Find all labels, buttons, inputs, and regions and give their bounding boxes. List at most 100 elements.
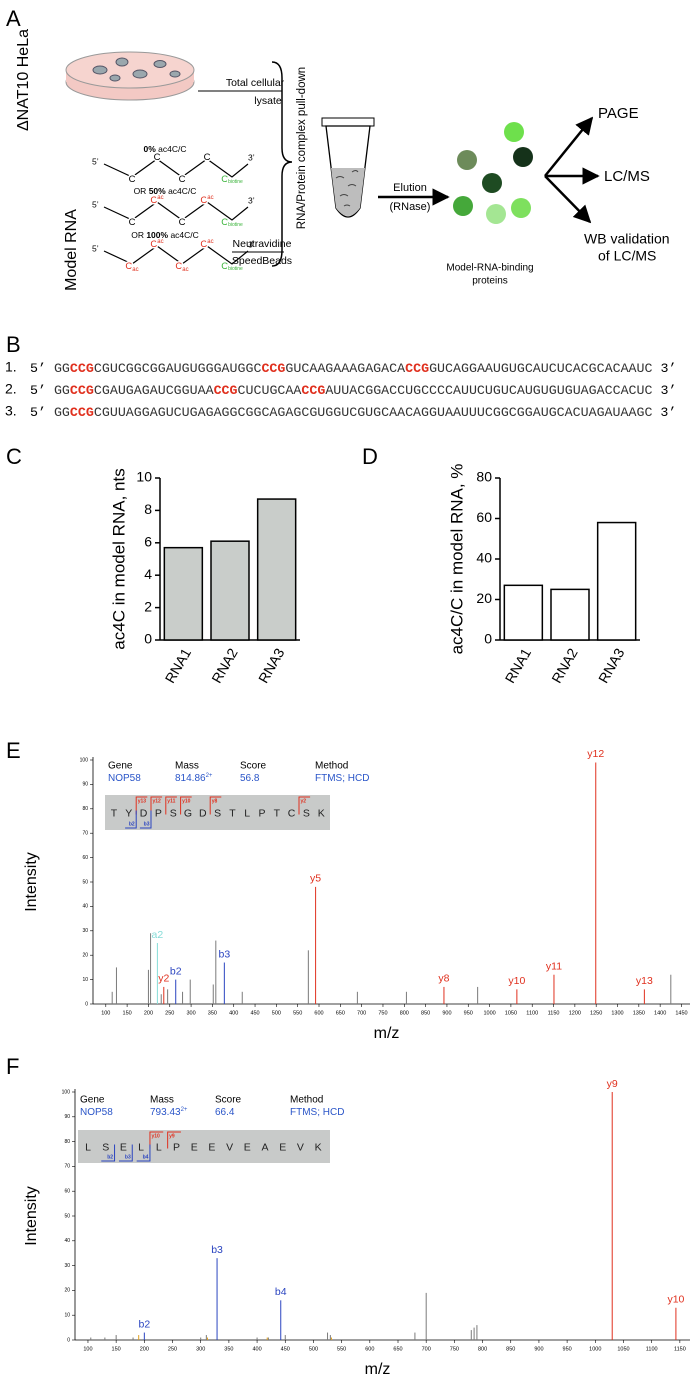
three-prime: 3’	[248, 152, 255, 162]
base: C	[221, 261, 228, 272]
panel-label: C	[6, 444, 22, 469]
output-label: LC/MS	[604, 168, 650, 185]
biotin: biotine	[228, 266, 243, 272]
info-header: Method	[290, 1095, 323, 1106]
residue: E	[244, 1141, 251, 1153]
y-tick-label: 90	[82, 782, 88, 788]
nucleotide: Cac	[125, 261, 138, 273]
option-prefix: OR	[131, 230, 144, 240]
proteins-label: Model-RNA-binding	[446, 263, 533, 274]
residue: G	[184, 807, 192, 819]
bar	[256, 498, 297, 641]
ion-label: b3	[218, 948, 230, 960]
x-tick-label: 900	[534, 1346, 543, 1352]
x-tick-label: 950	[464, 1010, 473, 1016]
x-tick-label: 750	[378, 1010, 387, 1016]
rna-option: OR 100% ac4C/C	[131, 230, 199, 240]
y-tick-label: 2	[144, 598, 152, 614]
residue: A	[261, 1141, 268, 1153]
x-tick-label: 1300	[611, 1010, 623, 1016]
ion-label: y11	[546, 961, 562, 973]
motif: CCG	[70, 383, 94, 398]
ion-label: y9	[607, 1078, 618, 1090]
proteins-label: proteins	[472, 276, 508, 287]
nucleotide: C	[179, 174, 186, 185]
y-axis-label: ac4C/C in model RNA, %	[447, 464, 466, 655]
option-unit: ac4C/C	[168, 186, 196, 196]
fragment-label: y10	[182, 798, 191, 804]
base: C	[125, 261, 132, 272]
panel-label: E	[6, 738, 21, 763]
residue: E	[208, 1141, 215, 1153]
y-axis-label: ac4C in model RNA, nts	[109, 468, 128, 649]
residue: S	[170, 807, 177, 819]
info-header: Gene	[80, 1095, 105, 1106]
y-tick-label: 60	[476, 509, 492, 525]
y-tick-label: 80	[64, 1139, 70, 1145]
motif: CCG	[261, 361, 285, 376]
ion-label: y8	[438, 973, 449, 985]
y-fragment	[135, 796, 148, 815]
info-value: 56.8	[240, 773, 260, 784]
rna-strand	[103, 158, 249, 178]
modification: ac	[207, 239, 213, 245]
x-tick-label: 600	[314, 1010, 323, 1016]
info-value: NOP58	[108, 773, 141, 784]
info-value: NOP58	[80, 1107, 113, 1118]
x-tick-label: 150	[123, 1010, 132, 1016]
sequence-number: 3.	[5, 403, 17, 419]
base: C	[200, 195, 207, 206]
beads-label: Neutravidine	[233, 238, 292, 250]
x-tick-label: RNA2	[548, 645, 581, 686]
rna-option: 0% ac4C/C	[143, 144, 186, 154]
modification: ac	[157, 195, 163, 201]
x-tick-label: 1050	[617, 1346, 629, 1352]
info-text: 66.4	[215, 1107, 235, 1118]
five-prime: 5’	[30, 383, 46, 398]
motif: CCG	[405, 361, 429, 376]
x-tick-label: 200	[144, 1010, 153, 1016]
residue: E	[279, 1141, 286, 1153]
x-tick-label: 1100	[526, 1010, 538, 1016]
residue: T	[274, 807, 281, 819]
x-tick-label: 350	[224, 1346, 233, 1352]
info-header: Score	[240, 761, 267, 772]
three-prime: 3’	[660, 361, 676, 376]
base: C	[179, 217, 186, 228]
bar	[596, 521, 637, 641]
x-tick-label: 1200	[569, 1010, 581, 1016]
info-value: FTMS; HCD	[315, 773, 369, 784]
x-tick-label: 1450	[675, 1010, 687, 1016]
option-percent: 0%	[143, 144, 156, 154]
y-tick-label: 0	[144, 631, 152, 647]
charge: 2+	[206, 773, 213, 779]
ion-label: b2	[138, 1318, 150, 1330]
five-prime: 5’	[92, 199, 99, 209]
residue: K	[315, 1141, 322, 1153]
residue: P	[155, 807, 162, 819]
base: C	[129, 217, 136, 228]
tube	[321, 117, 375, 218]
y-tick-label: 6	[144, 534, 152, 550]
base: C	[179, 174, 186, 185]
cell-line-label: ΔNAT10 HeLa	[15, 29, 32, 131]
x-tick-label: RNA1	[502, 645, 535, 686]
petri-dish	[65, 51, 195, 101]
x-tick-label: 250	[168, 1346, 177, 1352]
sequence-number: 2.	[5, 381, 17, 397]
biotin: biotine	[228, 222, 243, 228]
nucleotide: Cbiotine	[221, 217, 243, 229]
residue: Y	[125, 807, 132, 819]
elution-label: (RNase)	[390, 201, 431, 213]
fragment-label: y9	[169, 1133, 175, 1139]
x-tick-label: 1250	[590, 1010, 602, 1016]
base: C	[221, 174, 228, 185]
y-axis-label: Intensity	[23, 1186, 40, 1246]
three-prime: 3’	[660, 383, 676, 398]
ion-label: y5	[310, 873, 321, 885]
y-tick-label: 20	[64, 1288, 70, 1294]
peptide-box	[78, 1130, 330, 1163]
modification: ac	[182, 267, 188, 273]
